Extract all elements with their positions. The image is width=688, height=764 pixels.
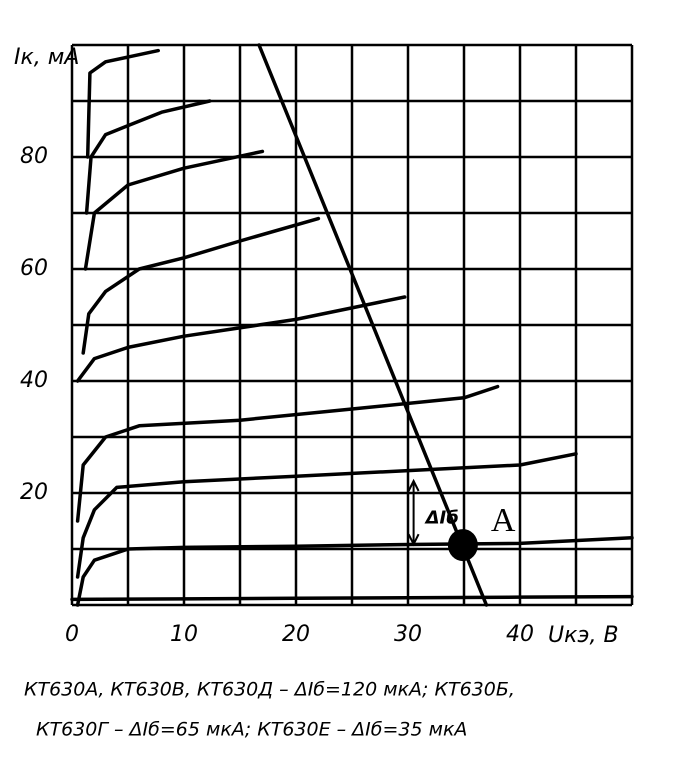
curve — [84, 99, 212, 215]
delta-label: ΔIб — [424, 508, 459, 529]
caption: КТ630Г – ΔIб=65 мкА; КТ630Е – ΔIб=35 мкА — [36, 719, 467, 741]
y-axis-label: Iк, мА — [14, 45, 79, 70]
x-tick-label: 30 — [394, 622, 422, 647]
curve — [75, 536, 634, 607]
load-line — [257, 43, 489, 607]
x-tick-label: 0 — [65, 622, 79, 647]
y-tick-label: 40 — [20, 368, 48, 393]
x-tick-label: 20 — [282, 622, 310, 647]
x-tick-label: 10 — [170, 622, 198, 647]
curve — [70, 594, 634, 602]
curve — [83, 149, 265, 271]
arrow-head — [407, 533, 420, 547]
y-tick-label: 60 — [20, 256, 48, 281]
y-tick-label: 20 — [20, 480, 48, 505]
point-a — [447, 529, 478, 562]
curve — [75, 452, 578, 579]
arrow-head — [407, 478, 420, 492]
curve — [81, 216, 321, 355]
y-tick-label: 80 — [20, 144, 48, 169]
curve — [85, 48, 160, 159]
curve — [75, 384, 500, 523]
x-tick-label: 40 — [506, 622, 534, 647]
x-axis-label: Uкэ, В — [548, 623, 619, 648]
curve — [75, 295, 407, 383]
point-label: A — [491, 502, 516, 539]
caption: КТ630А, КТ630В, КТ630Д – ΔIб=120 мкА; КТ… — [24, 679, 515, 701]
